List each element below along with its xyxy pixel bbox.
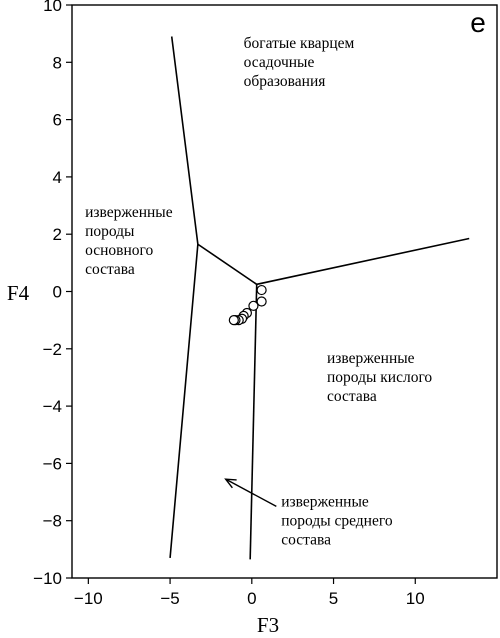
x-tick-label: 0 [247,589,256,608]
region-label-line: состава [85,261,135,278]
boundary-line [169,36,199,559]
region-label: изверженные породы среднего состава [281,493,393,548]
x-tick-label: 5 [329,589,338,608]
axis-ticks: −10 −5 0 5 10 −10 −8 −6 −4 −2 0 2 4 6 8 10 [33,0,425,608]
region-label: богатые кварцем осадочные образования [244,35,355,90]
region-label-line: осадочные [244,54,315,71]
x-axis-label: F3 [257,613,279,637]
y-tick-label: 8 [53,53,62,72]
region-label-line: породы среднего [281,512,393,529]
data-point [256,284,267,296]
region-label-line: основного [85,242,153,259]
annotation-arrow-head [224,478,237,489]
annotation-arrow-shaft [225,478,277,507]
y-tick-label: −2 [43,340,62,359]
y-tick-label: 10 [43,0,62,15]
y-tick-label: 6 [53,111,62,130]
data-point [228,315,239,326]
y-tick-label: −4 [43,397,62,416]
y-tick-label: −6 [43,454,62,473]
field-boundaries [169,36,470,560]
data-point [256,296,267,307]
y-tick-label: −10 [33,569,62,588]
data-point [248,300,259,311]
x-tick-label: −10 [74,589,103,608]
region-label-line: состава [327,388,377,405]
boundary-line [197,237,470,286]
region-label-line: изверженные [85,204,173,221]
region-labels: богатые кварцем осадочные образования извер… [85,35,432,548]
plot-border [71,4,498,579]
y-tick-label: 0 [53,283,62,302]
region-label-line: породы кислого [327,369,432,386]
y-tick-label: −8 [43,512,62,531]
x-tick-label: 10 [406,589,425,608]
region-label-line: образования [244,73,326,90]
region-label: изверженные породы основного состава [85,204,173,278]
region-label-line: изверженные [281,493,369,510]
y-axis-label: F4 [7,281,30,305]
region-label-line: состава [281,531,331,548]
x-tick-label: −5 [160,589,179,608]
boundary-line [249,284,258,560]
region-label: изверженные породы кислого состава [327,350,432,405]
y-tick-label: 2 [53,225,62,244]
data-points [228,284,267,326]
region-label-line: изверженные [327,350,415,367]
plot-frame [71,4,498,579]
region-label-line: породы [85,223,135,240]
y-tick-label: 4 [53,168,62,187]
panel-letter: e [470,7,486,38]
region-label-line: богатые кварцем [244,35,355,52]
